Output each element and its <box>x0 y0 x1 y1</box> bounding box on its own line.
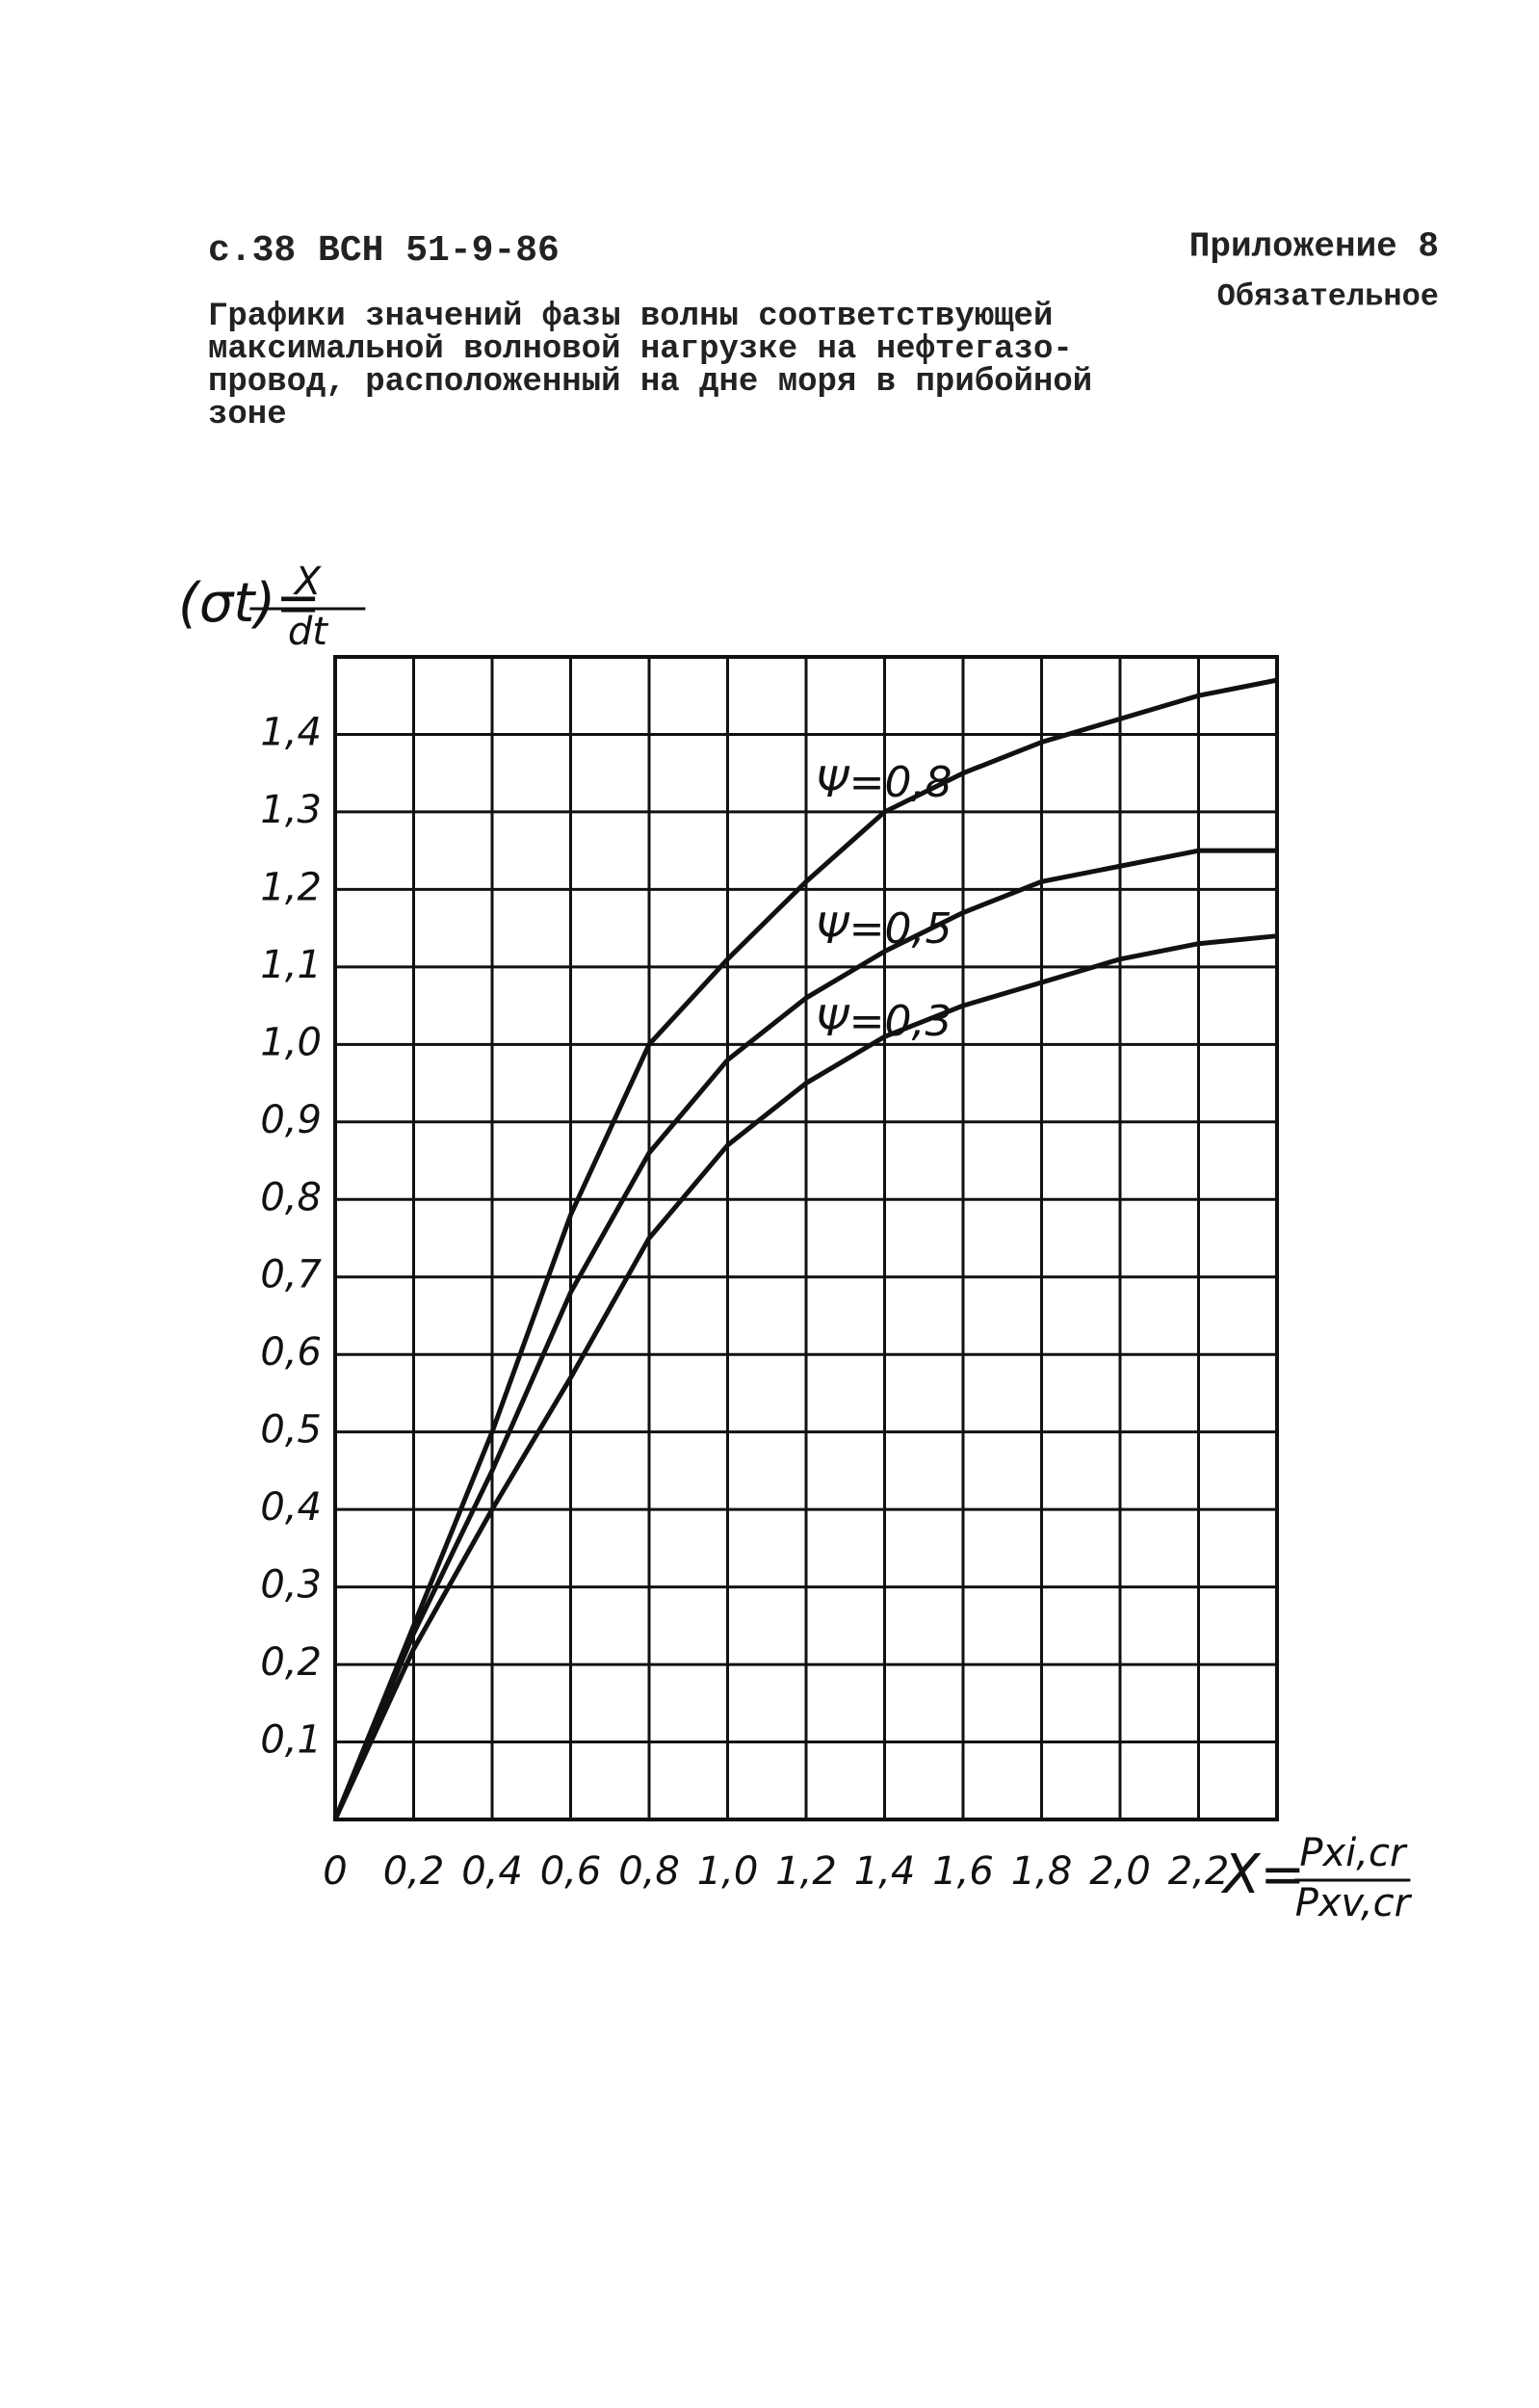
series-label: Ψ=0,3 <box>816 997 952 1046</box>
status: Обязательное <box>1217 278 1439 314</box>
axis-label-den: Pxv,cr <box>1295 1881 1413 1925</box>
x-tick-label: 0,2 <box>383 1849 445 1894</box>
axis-label: (σt)= <box>178 572 321 635</box>
x-tick-label: 1,4 <box>854 1849 916 1894</box>
title-line: Графики значений фазы волны соответствую… <box>208 299 1053 335</box>
title-line: провод, расположенный на дне моря в приб… <box>208 364 1092 401</box>
page-ref: с.38 ВСН 51-9-86 <box>208 230 560 272</box>
series-label: Ψ=0,8 <box>816 758 952 807</box>
y-tick-label: 0,8 <box>260 1175 322 1219</box>
x-tick-label: 1,6 <box>932 1849 994 1894</box>
y-tick-label: 1,4 <box>260 710 322 754</box>
series-label: Ψ=0,5 <box>816 904 952 954</box>
y-tick-label: 0,3 <box>260 1563 322 1608</box>
title-line: максимальной волновой нагрузке на нефтег… <box>208 331 1073 368</box>
y-tick-label: 0,9 <box>260 1098 322 1142</box>
curve <box>332 933 1278 1821</box>
x-tick-label: 2,2 <box>1168 1849 1230 1894</box>
axis-label: X= <box>1220 1844 1305 1906</box>
appendix: Приложение 8 <box>1189 227 1439 267</box>
x-tick-label: 2,0 <box>1089 1849 1151 1894</box>
y-tick-label: 1,0 <box>260 1020 322 1064</box>
axis-label-num: Pxi,cr <box>1299 1831 1408 1875</box>
y-tick-label: 0,2 <box>260 1640 322 1685</box>
x-tick-label: 1,2 <box>775 1849 837 1894</box>
x-tick-label: 1,0 <box>697 1849 759 1894</box>
y-tick-label: 0,1 <box>260 1718 322 1763</box>
axis-label-num: X <box>293 560 323 604</box>
y-tick-label: 1,2 <box>260 865 322 909</box>
title-line: зоне <box>208 397 287 433</box>
x-tick-label: 0 <box>323 1849 347 1894</box>
x-tick-label: 1,8 <box>1011 1849 1073 1894</box>
x-tick-label: 0,4 <box>461 1849 523 1894</box>
x-tick-label: 0,6 <box>540 1849 602 1894</box>
curve <box>332 848 1277 1820</box>
y-tick-label: 0,6 <box>260 1330 322 1374</box>
x-tick-label: 0,8 <box>618 1849 680 1894</box>
y-tick-label: 1,3 <box>260 788 322 832</box>
y-tick-label: 0,4 <box>260 1485 322 1530</box>
y-tick-label: 1,1 <box>260 943 322 987</box>
curve <box>332 677 1278 1820</box>
y-tick-label: 0,7 <box>260 1253 322 1297</box>
y-tick-label: 0,5 <box>260 1408 322 1453</box>
axis-label-den: dt <box>288 610 328 654</box>
